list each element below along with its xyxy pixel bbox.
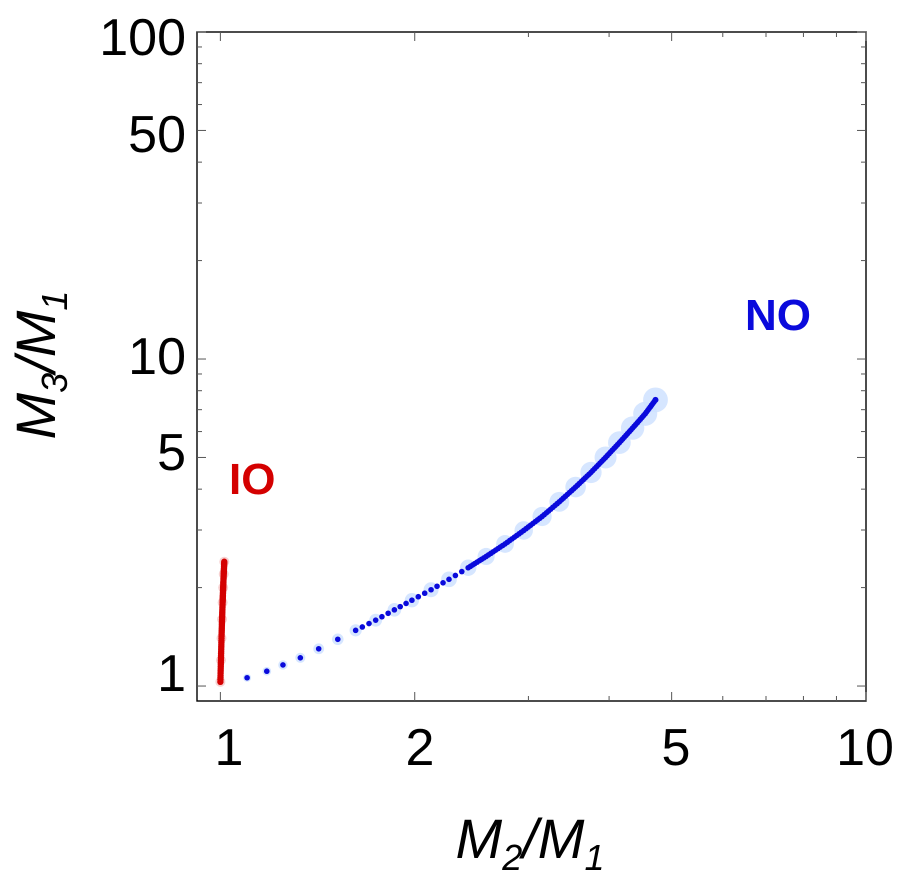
plot-frame [196, 31, 867, 702]
data-point-no [421, 590, 428, 597]
data-point-no [366, 620, 372, 627]
x-tick-label-5: 5 [662, 719, 691, 777]
data-point-no [280, 662, 286, 668]
data-point-no [334, 636, 341, 643]
data-point-no [379, 613, 385, 620]
data-point-no [385, 610, 391, 617]
data-point-no [315, 645, 322, 652]
y-tick-label-1: 1 [157, 645, 186, 703]
y-tick-label-50: 50 [128, 106, 186, 164]
y-axis-label: M3/M1 [4, 291, 75, 440]
data-points [217, 396, 659, 686]
data-point-no [391, 607, 398, 613]
y-tick-label-100: 100 [99, 9, 186, 67]
data-point-no [452, 572, 459, 579]
data-point-no [458, 568, 465, 575]
data-point-no [440, 579, 446, 586]
annotation-no: NO [745, 291, 811, 340]
point-halos [215, 387, 668, 687]
minor-ticks [197, 32, 866, 701]
major-ticks [197, 31, 867, 701]
data-point-io [221, 558, 228, 565]
data-point-no [359, 624, 366, 630]
data-point-no [428, 586, 434, 593]
data-point-no [372, 617, 379, 623]
annotation-io: IO [229, 455, 275, 504]
y-tick-label-5: 5 [157, 424, 186, 482]
data-point-no [409, 597, 415, 604]
data-point-no [403, 600, 409, 607]
data-point-no [397, 603, 404, 610]
data-point-no [446, 576, 452, 583]
data-point-no [244, 674, 250, 681]
y-tick-label-10: 10 [128, 328, 186, 386]
data-point-no [352, 627, 359, 634]
data-point-no [297, 654, 304, 661]
data-point-no [652, 396, 659, 403]
data-point-no [415, 593, 422, 600]
data-point-no [434, 583, 440, 590]
x-tick-label-2: 2 [406, 719, 435, 777]
x-tick-label-1: 1 [215, 719, 244, 777]
data-point-no [263, 668, 270, 675]
x-tick-label-10: 10 [836, 719, 894, 777]
x-axis-label: M2/M1 [456, 807, 605, 870]
